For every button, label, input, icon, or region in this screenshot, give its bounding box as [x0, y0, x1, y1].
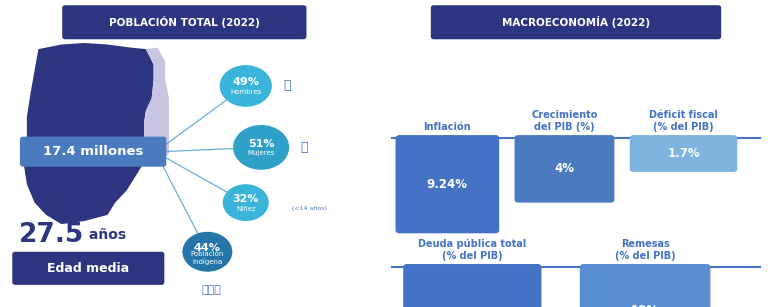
- FancyBboxPatch shape: [580, 264, 710, 307]
- Text: 🚶: 🚶: [283, 80, 291, 92]
- Polygon shape: [23, 43, 154, 224]
- Text: Remesas
(% del PIB): Remesas (% del PIB): [615, 239, 675, 261]
- Text: años: años: [84, 228, 127, 242]
- Text: (<14 años): (<14 años): [292, 206, 326, 211]
- FancyBboxPatch shape: [403, 264, 541, 307]
- Text: Hombres: Hombres: [230, 89, 261, 95]
- Text: MACROECONOMÍA (2022): MACROECONOMÍA (2022): [502, 16, 650, 28]
- Text: 4%: 4%: [554, 162, 574, 175]
- Text: Niñez: Niñez: [236, 206, 256, 212]
- Text: Deuda pública total
(% del PIB): Deuda pública total (% del PIB): [419, 238, 526, 261]
- FancyBboxPatch shape: [396, 135, 499, 233]
- Text: 49%: 49%: [233, 77, 259, 87]
- Text: Población
Indígena: Población Indígena: [190, 251, 224, 265]
- FancyBboxPatch shape: [12, 252, 164, 285]
- Circle shape: [183, 232, 232, 272]
- Text: Déficit fiscal
(% del PIB): Déficit fiscal (% del PIB): [649, 110, 718, 132]
- Text: Edad media: Edad media: [48, 262, 129, 275]
- Text: 17.4 millones: 17.4 millones: [43, 145, 144, 158]
- Circle shape: [220, 65, 272, 107]
- Text: 27.5: 27.5: [19, 222, 84, 248]
- Text: Crecimiento
del PIB (%): Crecimiento del PIB (%): [531, 110, 598, 132]
- Text: 19%: 19%: [631, 304, 659, 307]
- Text: POBLACIÓN TOTAL (2022): POBLACIÓN TOTAL (2022): [109, 16, 260, 28]
- Text: 🚶: 🚶: [301, 141, 308, 154]
- Text: 1.7%: 1.7%: [667, 147, 700, 160]
- Polygon shape: [144, 48, 169, 163]
- FancyBboxPatch shape: [62, 5, 306, 39]
- Text: Mujeres: Mujeres: [247, 150, 275, 157]
- FancyBboxPatch shape: [431, 5, 721, 39]
- Circle shape: [223, 184, 269, 221]
- FancyBboxPatch shape: [515, 135, 614, 203]
- Text: 44%: 44%: [194, 243, 220, 253]
- FancyBboxPatch shape: [20, 137, 166, 167]
- Text: 9.24%: 9.24%: [427, 178, 468, 191]
- Text: 51%: 51%: [248, 139, 274, 149]
- Circle shape: [233, 125, 289, 170]
- FancyBboxPatch shape: [630, 135, 737, 172]
- Text: Inflación: Inflación: [423, 122, 472, 132]
- Text: 32%: 32%: [233, 194, 259, 204]
- Text: 🚶🚶🚶: 🚶🚶🚶: [201, 285, 221, 295]
